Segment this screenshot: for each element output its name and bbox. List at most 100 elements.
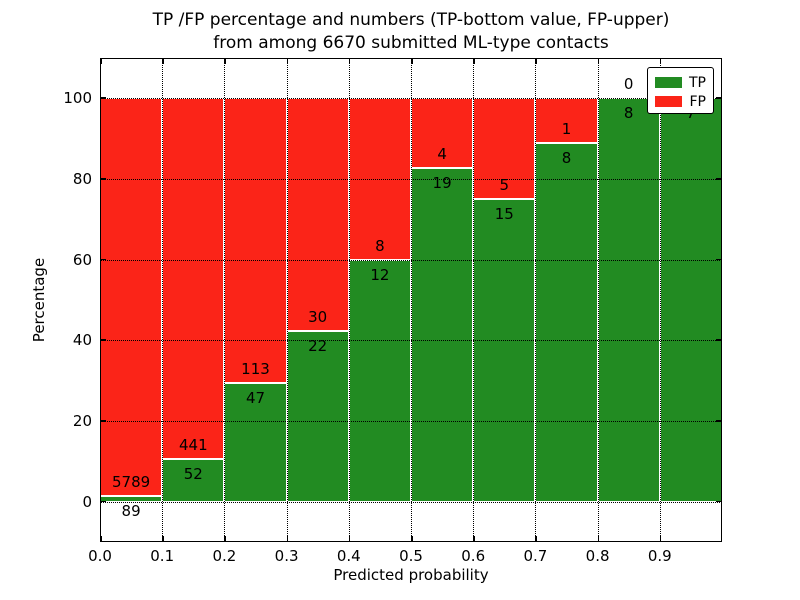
x-tick-mark <box>162 58 164 64</box>
x-tick-label: 0.5 <box>399 547 423 565</box>
gridline-horizontal <box>100 98 722 100</box>
x-tick-label: 0.7 <box>523 547 548 565</box>
bar-segment-tp <box>411 168 474 502</box>
y-tick-mark <box>100 420 106 422</box>
gridline-horizontal <box>100 421 722 422</box>
fp-count-label: 113 <box>241 360 270 379</box>
x-tick-label: 0.9 <box>647 547 672 565</box>
x-tick-mark <box>348 58 351 64</box>
y-tick-mark <box>100 97 106 99</box>
gridline-vertical <box>535 58 537 542</box>
tp-count-label: 15 <box>494 205 514 224</box>
x-tick-label: 0.0 <box>88 547 112 565</box>
tp-swatch-icon <box>655 77 682 88</box>
gridline-vertical <box>224 58 226 542</box>
fp-count-label: 441 <box>178 436 208 455</box>
y-tick-mark <box>100 258 106 261</box>
x-tick-label: 0.6 <box>461 547 486 565</box>
tp-count-label: 52 <box>183 465 203 484</box>
fp-count-label: 0 <box>623 75 634 94</box>
tp-count-label: 89 <box>121 501 141 520</box>
fp-count-label: 1 <box>561 120 572 139</box>
x-tick-mark <box>100 58 102 64</box>
x-tick-mark <box>162 536 164 542</box>
gridline-horizontal <box>100 259 722 261</box>
x-tick-mark <box>659 58 662 64</box>
tp-count-label: 8 <box>623 104 634 123</box>
bar-segment-fp <box>348 98 411 260</box>
y-tick-mark <box>716 420 722 422</box>
tp-count-label: 47 <box>245 389 266 408</box>
x-tick-mark <box>473 58 475 64</box>
bar-segment-fp <box>411 98 474 169</box>
y-tick-mark <box>716 339 722 341</box>
y-tick-label: 0 <box>82 492 92 511</box>
legend-label-tp: TP <box>689 74 706 91</box>
x-tick-mark <box>100 536 102 542</box>
legend-item-tp: TP <box>655 73 706 92</box>
y-tick-mark <box>100 339 106 341</box>
gridline-vertical <box>411 58 412 542</box>
x-tick-mark <box>286 58 289 64</box>
legend-item-fp: FP <box>655 92 706 111</box>
x-tick-label: 0.1 <box>150 547 175 565</box>
tp-count-label: 22 <box>308 337 328 356</box>
gridline-vertical <box>348 58 350 542</box>
y-tick-mark <box>716 500 722 503</box>
y-tick-mark <box>100 500 106 503</box>
gridline-horizontal <box>100 501 722 503</box>
legend: TP FP <box>647 67 714 114</box>
fp-count-label: 8 <box>375 236 385 255</box>
gridline-vertical <box>473 58 475 542</box>
x-tick-mark <box>535 536 537 542</box>
chart-title-line1: TP /FP percentage and numbers (TP-bottom… <box>152 10 670 30</box>
x-tick-label: 0.3 <box>274 547 299 565</box>
y-tick-label: 40 <box>72 331 92 350</box>
x-tick-label: 0.2 <box>212 547 237 565</box>
bar-segment-tp <box>659 98 722 502</box>
x-tick-mark <box>535 58 537 64</box>
chart-title: TP /FP percentage and numbers (TP-bottom… <box>0 9 800 55</box>
x-tick-mark <box>224 58 226 64</box>
x-tick-mark <box>411 58 413 64</box>
fp-count-label: 30 <box>308 308 328 327</box>
y-tick-mark <box>716 97 722 99</box>
x-tick-mark <box>348 536 351 542</box>
y-axis-label: Percentage <box>30 257 48 343</box>
x-tick-mark <box>473 536 475 542</box>
bar-segment-tp <box>286 331 349 502</box>
y-tick-mark <box>100 178 106 180</box>
x-axis-label: Predicted probability <box>333 566 489 584</box>
legend-label-fp: FP <box>689 93 707 110</box>
x-tick-mark <box>597 58 600 64</box>
bar-segment-fp <box>473 98 536 200</box>
y-tick-label: 20 <box>72 412 92 430</box>
gridline-vertical <box>659 58 661 542</box>
tp-count-label: 19 <box>432 174 452 193</box>
gridline-horizontal <box>100 340 722 342</box>
y-tick-mark <box>716 258 722 261</box>
gridline-vertical <box>597 58 599 542</box>
x-tick-label: 0.4 <box>336 547 361 565</box>
bar-segment-tp <box>473 199 536 502</box>
bar-segment-tp <box>597 98 660 502</box>
x-tick-mark <box>411 536 413 542</box>
fp-count-label: 5 <box>499 176 510 195</box>
chart-title-line2: from among 6670 submitted ML-type contac… <box>213 33 609 53</box>
bar-segment-fp <box>100 98 163 496</box>
bar-segment-tp <box>348 259 411 502</box>
y-tick-label: 100 <box>63 89 92 108</box>
gridline-vertical <box>162 58 164 542</box>
tp-count-label: 12 <box>370 265 390 284</box>
x-tick-mark <box>597 536 600 542</box>
tp-count-label: 8 <box>561 149 572 168</box>
x-tick-label: 0.8 <box>585 547 610 565</box>
gridline-vertical <box>286 58 288 542</box>
x-tick-mark <box>659 536 662 542</box>
fp-count-label: 5789 <box>112 472 151 491</box>
bar-segment-fp <box>162 98 225 460</box>
bar-segment-tp <box>535 143 598 502</box>
x-tick-mark <box>224 536 226 542</box>
fp-count-label: 4 <box>437 145 447 164</box>
